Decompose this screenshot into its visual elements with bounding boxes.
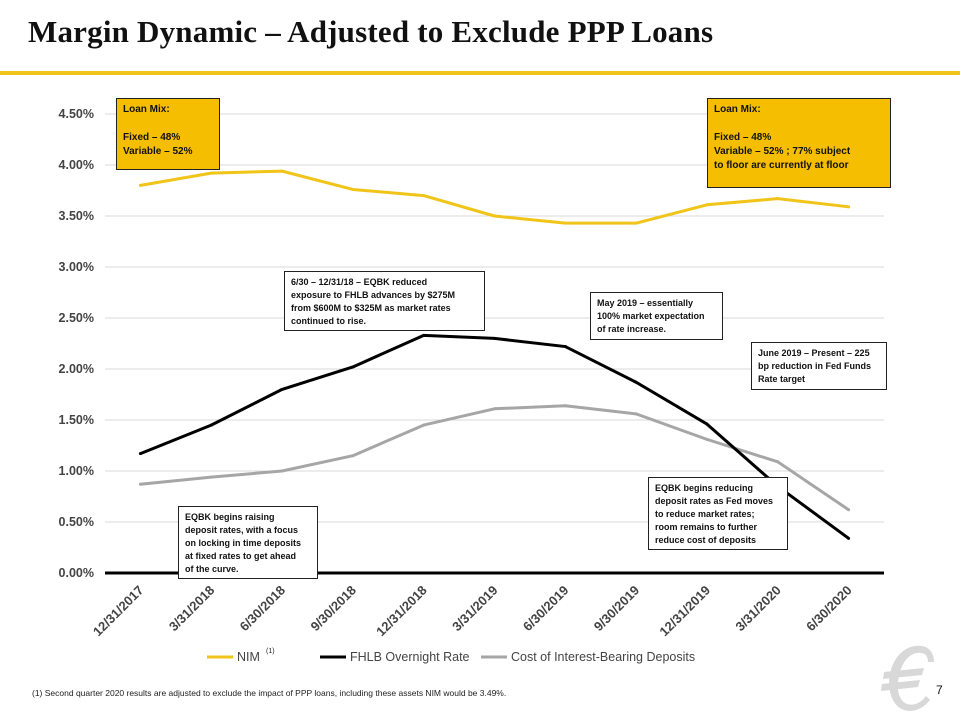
- deposit-raising-callout: EQBK begins raising deposit rates, with a…: [178, 506, 318, 579]
- data-point: [493, 407, 496, 411]
- data-point: [351, 454, 355, 458]
- callout-line: of rate increase.: [597, 324, 667, 334]
- fhlb-reduction-callout: 6/30 – 12/31/18 – EQBK reduced exposure t…: [284, 271, 485, 331]
- page-number: 7: [936, 683, 943, 697]
- data-point: [776, 197, 780, 201]
- y-tick-label: 4.50%: [59, 107, 94, 121]
- y-tick-label: 2.50%: [59, 311, 94, 325]
- data-point: [563, 221, 567, 225]
- data-point: [422, 194, 426, 198]
- may-2019-callout: May 2019 – essentially 100% market expect…: [590, 292, 723, 340]
- data-point: [705, 422, 709, 426]
- x-tick-label: 12/31/2017: [90, 583, 147, 640]
- data-point: [705, 437, 709, 441]
- callout-line: May 2019 – essentially: [597, 298, 694, 308]
- callout-line: 6/30 – 12/31/18 – EQBK reduced: [291, 277, 428, 287]
- callout-line: at fixed rates to get ahead: [185, 551, 297, 561]
- x-tick-label: 3/31/2019: [449, 583, 501, 635]
- x-tick-label: 6/30/2019: [520, 583, 572, 635]
- x-tick-label: 9/30/2019: [591, 583, 643, 635]
- data-point: [493, 214, 496, 218]
- callout-line: June 2019 – Present – 225: [758, 348, 870, 358]
- callout-line: Fixed – 48%: [123, 132, 181, 143]
- data-point: [209, 171, 213, 175]
- data-point: [138, 452, 142, 456]
- callout-line: [123, 117, 213, 131]
- data-point: [280, 469, 284, 473]
- y-tick-label: 1.50%: [59, 413, 94, 427]
- data-point: [847, 205, 851, 209]
- callout-line: deposit rates as Fed moves: [655, 496, 774, 506]
- data-point: [138, 482, 142, 486]
- x-tick-label: 6/30/2018: [237, 583, 289, 635]
- callout-line: room remains to further: [655, 522, 758, 532]
- callout-line: Variable – 52% ; 77% subject: [714, 146, 851, 157]
- callout-line: bp reduction in Fed Funds: [758, 361, 871, 371]
- data-point: [138, 183, 142, 187]
- x-tick-label: 12/31/2019: [656, 583, 713, 640]
- x-tick-label: 12/31/2018: [373, 583, 430, 640]
- y-tick-label: 3.00%: [59, 260, 94, 274]
- callout-line: of the curve.: [185, 564, 239, 574]
- y-tick-label: 4.00%: [59, 158, 94, 172]
- data-point: [493, 336, 496, 340]
- callout-line: continued to rise.: [291, 316, 367, 326]
- callout-line: deposit rates, with a focus: [185, 525, 299, 535]
- x-tick-label: 6/30/2020: [803, 583, 855, 635]
- y-tick-label: 0.50%: [59, 515, 94, 529]
- equity-bank-logo-icon: [881, 645, 934, 711]
- callout-line: 100% market expectation: [597, 311, 705, 321]
- data-point: [209, 475, 213, 479]
- title-divider: [0, 71, 960, 75]
- legend-label: Cost of Interest-Bearing Deposits: [511, 650, 695, 664]
- callout-line: Loan Mix:: [123, 104, 170, 115]
- data-point: [422, 423, 426, 427]
- callout-line: Fixed – 48%: [714, 132, 772, 143]
- data-point: [280, 387, 284, 391]
- callout-line: to reduce market rates;: [655, 509, 755, 519]
- legend-label: NIM: [237, 650, 260, 664]
- callout-line: reduce cost of deposits: [655, 535, 757, 545]
- data-point: [280, 169, 284, 173]
- x-tick-label: 3/31/2018: [166, 583, 218, 635]
- callout-line: EQBK begins reducing: [655, 483, 754, 493]
- data-point: [705, 203, 709, 207]
- loan-mix-left-callout: Loan Mix: Fixed – 48% Variable – 52%: [116, 98, 220, 170]
- callout-line: Variable – 52%: [123, 146, 193, 157]
- callout-line: [714, 117, 884, 131]
- data-point: [634, 221, 638, 225]
- legend-label: FHLB Overnight Rate: [350, 650, 470, 664]
- callout-line: to floor are currently at floor: [714, 160, 849, 171]
- callout-line: EQBK begins raising: [185, 512, 275, 522]
- data-point: [563, 345, 567, 349]
- x-tick-label: 9/30/2018: [307, 583, 359, 635]
- callout-line: Rate target: [758, 374, 806, 384]
- june-2019-callout: June 2019 – Present – 225 bp reduction in…: [751, 342, 887, 390]
- data-point: [776, 460, 780, 464]
- data-point: [422, 333, 426, 337]
- y-tick-label: 0.00%: [59, 566, 94, 580]
- data-point: [351, 365, 355, 369]
- data-point: [634, 412, 638, 416]
- callout-line: from $600M to $325M as market rates: [291, 303, 451, 313]
- data-point: [847, 536, 851, 540]
- callout-line: exposure to FHLB advances by $275M: [291, 290, 456, 300]
- data-point: [634, 380, 638, 384]
- data-point: [847, 508, 851, 512]
- data-point: [351, 187, 355, 191]
- nim-superscript: (1): [266, 648, 275, 655]
- y-tick-label: 1.00%: [59, 464, 94, 478]
- callout-line: Loan Mix:: [714, 104, 761, 115]
- y-tick-label: 3.50%: [59, 209, 94, 223]
- data-point: [209, 423, 213, 427]
- deposit-reducing-callout: EQBK begins reducing deposit rates as Fed…: [648, 477, 788, 550]
- x-tick-label: 3/31/2020: [732, 583, 784, 635]
- y-tick-label: 2.00%: [59, 362, 94, 376]
- page-title: Margin Dynamic – Adjusted to Exclude PPP…: [28, 14, 714, 49]
- footnote: (1) Second quarter 2020 results are adju…: [32, 688, 507, 698]
- data-point: [563, 404, 567, 408]
- callout-line: on locking in time deposits: [185, 538, 302, 548]
- loan-mix-right-callout: Loan Mix: Fixed – 48% Variable – 52% ; 77…: [707, 98, 891, 188]
